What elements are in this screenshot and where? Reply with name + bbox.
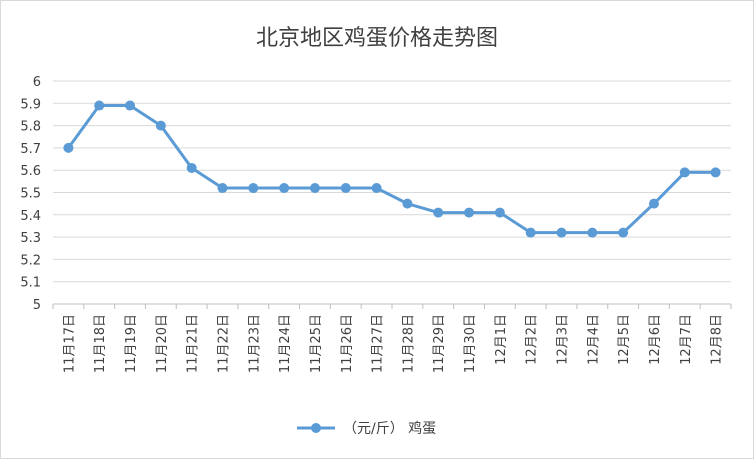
data-point (279, 183, 290, 194)
x-tick-label: 12月5日 (617, 314, 632, 365)
y-tick-label: 5.6 (20, 164, 41, 179)
x-tick-label: 12月4日 (586, 314, 601, 365)
data-point (710, 167, 721, 178)
data-point (433, 207, 444, 218)
x-tick-label: 11月23日 (247, 314, 262, 373)
data-point (587, 227, 598, 238)
y-axis-ticks: 5 5.1 5.2 5.3 5.4 5.5 5.6 5.7 5.8 5.9 6 (20, 75, 41, 313)
x-tick-label: 11月24日 (278, 314, 293, 373)
data-point (494, 207, 505, 218)
x-tick-label: 11月25日 (309, 314, 324, 373)
y-tick-label: 5.2 (20, 253, 41, 268)
data-point (371, 183, 382, 194)
x-tick-label: 11月21日 (186, 314, 201, 373)
x-tick-label: 11月17日 (62, 314, 77, 373)
x-tick-label: 11月29日 (432, 314, 447, 373)
data-point (309, 183, 320, 194)
x-tick-label: 11月26日 (340, 314, 355, 373)
data-point (648, 198, 659, 209)
data-point (679, 167, 690, 178)
legend-dot-marker (311, 423, 321, 433)
data-point (186, 162, 197, 173)
data-point (464, 207, 475, 218)
x-tick-label: 12月6日 (648, 314, 663, 365)
series-layer (63, 100, 721, 238)
legend: （元/斤） 鸡蛋 (297, 420, 436, 437)
y-tick-label: 6 (33, 75, 41, 90)
data-point (248, 183, 259, 194)
y-tick-label: 5.1 (20, 276, 41, 291)
y-tick-label: 5.8 (20, 120, 41, 135)
x-tick-label: 11月22日 (217, 314, 232, 373)
data-point (63, 142, 74, 153)
x-tick-label: 11月27日 (371, 314, 386, 373)
data-point (217, 183, 228, 194)
x-tick-label: 12月1日 (494, 314, 509, 365)
data-point (94, 100, 105, 111)
x-tick-label: 12月3日 (556, 314, 571, 365)
x-tick-label: 12月7日 (679, 314, 694, 365)
chart-title: 北京地区鸡蛋价格走势图 (256, 26, 498, 51)
y-tick-label: 5.9 (20, 97, 41, 112)
data-point (618, 227, 629, 238)
x-tick-label: 12月8日 (710, 314, 725, 365)
y-tick-label: 5.4 (20, 209, 41, 224)
x-tick-label: 11月19日 (124, 314, 139, 373)
x-tick-label: 11月28日 (401, 314, 416, 373)
x-tick-label: 11月18日 (93, 314, 108, 373)
x-axis-ticks: 11月17日 11月18日 11月19日 11月20日 11月21日 11月22日 11月2… (62, 314, 724, 373)
y-tick-label: 5 (33, 298, 41, 313)
data-point (525, 227, 536, 238)
x-tick-label: 11月30日 (463, 314, 478, 373)
data-point (155, 120, 166, 131)
x-tick-label: 12月2日 (525, 314, 540, 365)
data-point (402, 198, 413, 209)
data-point (556, 227, 567, 238)
y-tick-label: 5.7 (20, 142, 41, 157)
y-tick-label: 5.5 (20, 187, 41, 202)
x-tick-label: 11月20日 (155, 314, 170, 373)
data-point (125, 100, 136, 111)
data-point (340, 183, 351, 194)
grid (52, 80, 732, 309)
legend-label: （元/斤） 鸡蛋 (343, 420, 436, 437)
y-tick-label: 5.3 (20, 231, 41, 246)
series-line (67, 104, 716, 235)
